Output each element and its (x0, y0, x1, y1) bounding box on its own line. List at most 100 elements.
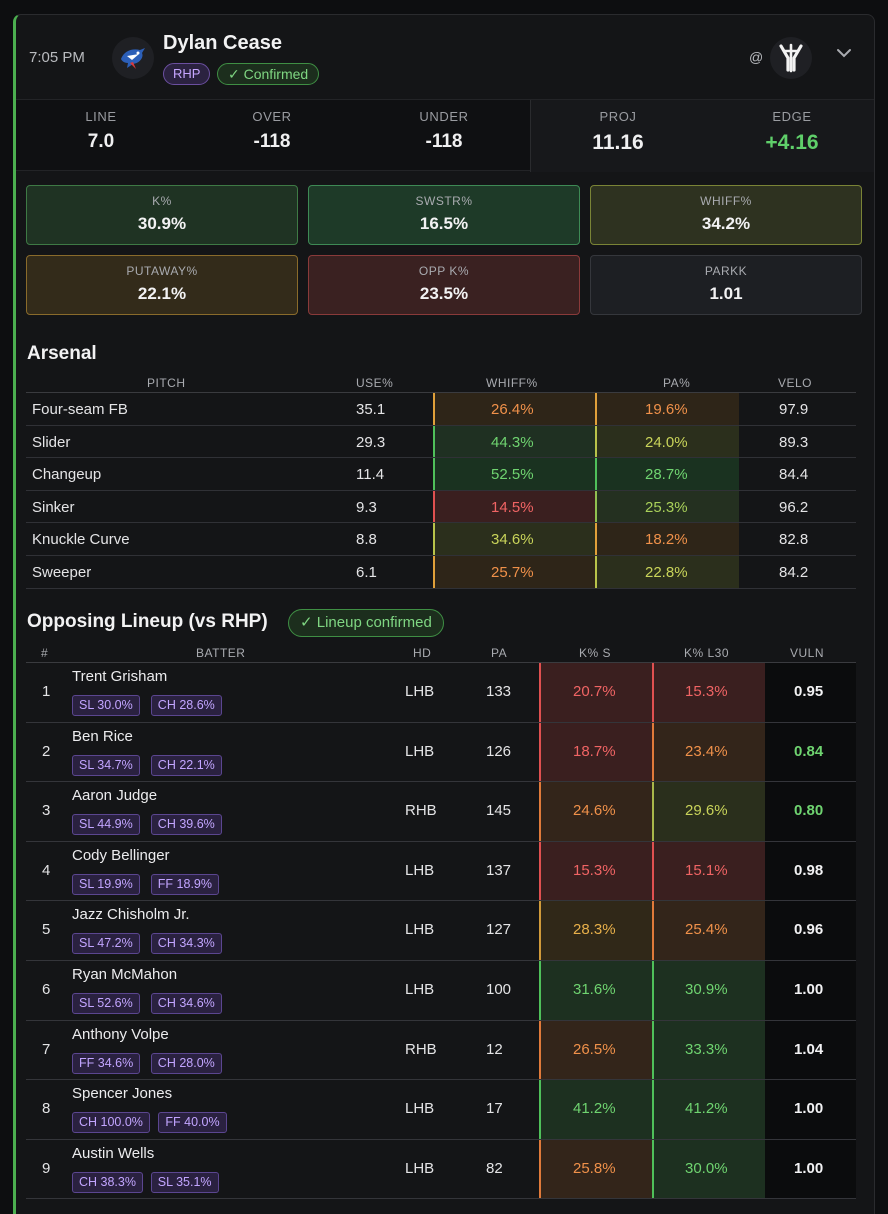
lineup-row[interactable]: 1 Trent Grisham SL 30.0% CH 28.6% LHB 133 20.7… (26, 663, 856, 723)
lineup-row[interactable]: 2 Ben Rice SL 34.7% CH 22.1% LHB 126 18.7% 23.4… (26, 722, 856, 783)
batting-order: 6 (42, 980, 51, 998)
batter-k-s: 41.2% (573, 1100, 616, 1118)
col-vuln: VULN (790, 646, 825, 660)
k-s-cell-bg (539, 663, 652, 722)
batting-order: 1 (42, 683, 51, 700)
batter-pa: 145 (486, 802, 512, 820)
pitch-split-chip: FF 18.9% (150, 873, 219, 895)
batter-name[interactable]: Jazz Chisholm Jr. (72, 906, 190, 924)
pitch-use: 11.4 (356, 466, 385, 484)
lineup-row[interactable]: 8 Spencer Jones CH 100.0% FF 40.0% LHB 17 41.2… (26, 1080, 856, 1140)
pitch-split-chip: CH 38.3% (72, 1171, 143, 1193)
batter-name[interactable]: Anthony Volpe (72, 1025, 169, 1043)
lineup-row[interactable]: 5 Jazz Chisholm Jr. SL 47.2% CH 34.3% LHB 127… (26, 901, 856, 961)
k-l30-cell-bg (652, 960, 765, 1020)
batting-order: 7 (42, 1040, 51, 1058)
pitch-use: 6.1 (356, 563, 377, 581)
batting-order: 4 (42, 861, 51, 879)
batter-k-s: 26.5% (573, 1040, 616, 1058)
betting-line-bar: LINE 7.0 OVER -118 UNDER -118 PROJ 11.16… (16, 99, 874, 172)
pitch-name: Slider (32, 433, 71, 451)
at-symbol: @ (749, 49, 764, 65)
pitch-split-chip: SL 52.6% (72, 992, 140, 1014)
batter-pa: 127 (486, 921, 512, 939)
batter-pa: 82 (486, 1159, 503, 1177)
k-s-cell-bg (539, 1020, 652, 1080)
batter-vuln: 1.00 (794, 980, 824, 998)
batter-vuln: 1.00 (794, 1100, 824, 1118)
batter-pa: 126 (486, 742, 512, 760)
proj-cell: PROJ 11.16 (531, 100, 705, 172)
card-header[interactable]: 7:05 PM Dylan Cease RHP ✓ Confirmed @ (16, 15, 874, 99)
lineup-row[interactable]: 4 Cody Bellinger SL 19.9% FF 18.9% LHB 137 15.… (26, 841, 856, 902)
batter-name[interactable]: Austin Wells (72, 1144, 155, 1162)
lineup-row[interactable]: 9 Austin Wells CH 38.3% SL 35.1% LHB 82 25.8% 3… (26, 1139, 856, 1200)
vuln-cell-bg (765, 782, 856, 841)
pitcher-card: 7:05 PM Dylan Cease RHP ✓ Confirmed @ LI… (13, 14, 875, 1214)
line-value: 7.0 (87, 131, 115, 152)
k-l30-cell-bg (652, 1080, 765, 1139)
pitch-velo: 82.8 (779, 531, 809, 549)
pitch-whiff: 44.3% (491, 433, 534, 451)
batter-k-s: 15.3% (573, 861, 616, 879)
stat-tile-whiff: WHIFF% 34.2% (590, 185, 862, 245)
pitch-split-chip: SL 34.7% (72, 754, 140, 776)
over-value: -118 (253, 131, 291, 152)
vuln-cell-bg (765, 1080, 856, 1139)
batter-name[interactable]: Aaron Judge (72, 787, 158, 805)
batter-k-s: 28.3% (573, 921, 616, 939)
arsenal-header: PITCH USE% WHIFF% PA% VELO (26, 373, 856, 393)
vuln-cell-bg (765, 1020, 856, 1080)
stat-value: 23.5% (419, 284, 469, 303)
batter-vuln: 0.95 (794, 683, 824, 700)
chevron-down-icon[interactable] (834, 43, 854, 63)
pitch-split-chip: SL 35.1% (150, 1171, 219, 1193)
batter-k-l30: 15.1% (685, 861, 728, 879)
yankees-logo-icon (770, 37, 812, 79)
batter-vuln: 0.98 (794, 861, 824, 879)
pitch-whiff: 34.6% (491, 531, 534, 549)
pitch-pa: 25.3% (645, 498, 688, 516)
projection-box: PROJ 11.16 EDGE +4.16 (530, 100, 874, 172)
batter-name[interactable]: Ryan McMahon (72, 965, 178, 983)
batter-name[interactable]: Trent Grisham (72, 668, 168, 685)
batter-k-l30: 29.6% (685, 802, 728, 820)
arsenal-row: Four-seam FB 35.1 26.4% 19.6% 97.9 (26, 393, 856, 426)
pitch-split-chip: SL 47.2% (72, 933, 140, 955)
batter-hand: LHB (405, 1100, 435, 1118)
col-k-s: K% S (579, 646, 612, 660)
batter-k-s: 20.7% (573, 683, 616, 700)
stat-tile-putaway: PUTAWAY% 22.1% (26, 255, 298, 315)
whiff-cell-bg (433, 458, 595, 490)
lineup-row[interactable]: 3 Aaron Judge SL 44.9% CH 39.6% RHB 145 24.6% 2… (26, 782, 856, 842)
game-time: 7:05 PM (29, 49, 85, 66)
k-l30-cell-bg (652, 841, 765, 901)
lineup-header: # BATTER HD PA K% S K% L30 VULN (26, 643, 856, 663)
vuln-cell-bg (765, 901, 856, 960)
arsenal-row: Sweeper 6.1 25.7% 22.8% 84.2 (26, 555, 856, 589)
k-s-cell-bg (539, 782, 652, 841)
batter-hand: LHB (405, 683, 435, 700)
lineup-row[interactable]: 7 Anthony Volpe FF 34.6% CH 28.0% RHB 12 26.5%… (26, 1020, 856, 1081)
under-label: UNDER (419, 109, 469, 124)
edge-value: +4.16 (765, 131, 819, 154)
batter-name[interactable]: Spencer Jones (72, 1085, 173, 1103)
stat-label: PUTAWAY% (126, 264, 198, 278)
pitch-split-chip: CH 100.0% (72, 1112, 150, 1134)
lineup-confirmed-badge: ✓ Lineup confirmed (288, 609, 444, 637)
batter-k-l30: 30.9% (685, 980, 728, 998)
whiff-cell-bg (433, 490, 595, 523)
batter-hand: LHB (405, 1159, 435, 1177)
batter-name[interactable]: Ben Rice (72, 727, 133, 745)
whiff-cell-bg (433, 523, 595, 555)
confirmed-badge: ✓ Confirmed (217, 63, 320, 85)
pitch-whiff: 25.7% (491, 563, 534, 581)
edge-cell: EDGE +4.16 (705, 100, 874, 172)
stat-label: OPP K% (418, 264, 470, 278)
lineup-row[interactable]: 6 Ryan McMahon SL 52.6% CH 34.6% LHB 100 31.6%… (26, 960, 856, 1021)
over-cell: OVER -118 (186, 100, 358, 172)
lineup-table: # BATTER HD PA K% S K% L30 VULN 1 Trent G… (26, 643, 856, 1200)
batter-name[interactable]: Cody Bellinger (72, 846, 170, 864)
col-hd: HD (413, 646, 432, 660)
col-velo: VELO (778, 376, 813, 390)
